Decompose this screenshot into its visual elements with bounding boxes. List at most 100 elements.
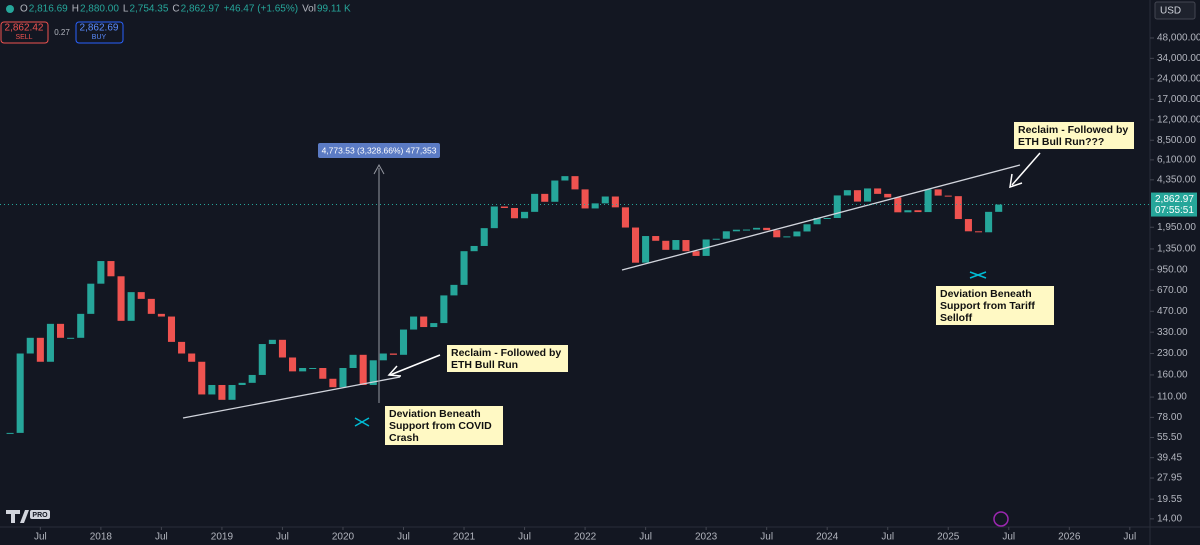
x-tick-label: 2022 xyxy=(574,532,597,543)
x-tick-label: 2025 xyxy=(937,532,960,543)
candle xyxy=(924,189,932,213)
candle xyxy=(369,360,377,385)
candle xyxy=(490,206,498,229)
y-tick-label: 230.00 xyxy=(1157,348,1188,359)
currency-button[interactable] xyxy=(1154,1,1196,20)
candle xyxy=(238,382,246,385)
candle xyxy=(995,204,1003,212)
candle xyxy=(480,228,488,246)
buy-button[interactable] xyxy=(75,21,124,44)
note-text: Reclaim - Followed by xyxy=(451,347,561,359)
y-tick-label: 19.55 xyxy=(1157,494,1182,505)
candle xyxy=(561,176,569,181)
candle xyxy=(6,432,14,434)
candle xyxy=(228,384,236,400)
measure-label: 4,773.53 (3,328.66%) 477,353 xyxy=(322,145,437,155)
candle xyxy=(309,367,317,369)
support-line xyxy=(621,164,1021,271)
candle xyxy=(823,217,831,219)
note-box xyxy=(1014,122,1134,149)
candle xyxy=(944,195,952,197)
candle xyxy=(732,229,740,232)
candle xyxy=(77,313,85,338)
candle xyxy=(450,284,458,296)
y-tick-label: 8,500.00 xyxy=(1157,135,1196,146)
ohlc-key: O xyxy=(20,4,28,15)
candle xyxy=(167,316,176,342)
y-tick-label: 1,950.00 xyxy=(1157,222,1196,233)
candle xyxy=(662,240,670,250)
candle xyxy=(581,189,589,209)
candle xyxy=(26,337,34,354)
x-tick-label: 2019 xyxy=(211,532,234,543)
note-text: Deviation Beneath xyxy=(940,288,1032,300)
candle xyxy=(107,261,115,277)
candle xyxy=(147,298,155,314)
note-text: Selloff xyxy=(940,312,973,324)
note-text: Deviation Beneath xyxy=(389,408,481,420)
candle xyxy=(319,367,327,379)
candle xyxy=(712,238,720,240)
arrow-head xyxy=(387,365,402,377)
y-tick-label: 110.00 xyxy=(1157,392,1187,403)
x-tick-label: 2018 xyxy=(90,532,113,543)
x-tick-label: 2020 xyxy=(332,532,355,543)
candle xyxy=(954,196,962,220)
candle xyxy=(692,251,700,256)
candle xyxy=(964,219,972,232)
ohlc-value: 2,880.00 xyxy=(80,4,119,15)
candle xyxy=(864,188,872,202)
candle xyxy=(642,236,650,263)
y-tick-label: 24,000.00 xyxy=(1157,74,1200,85)
candle xyxy=(208,384,216,395)
note-text: Support from COVID xyxy=(389,420,492,432)
price-tag xyxy=(1151,192,1197,217)
candle xyxy=(339,367,347,388)
candle xyxy=(137,292,145,299)
ohlc-value: 2,816.69 xyxy=(29,4,68,15)
candle xyxy=(541,193,549,202)
x-tick-label: 2023 xyxy=(695,532,718,543)
candle xyxy=(591,203,599,209)
candle xyxy=(157,313,165,317)
candle xyxy=(974,231,983,233)
candle xyxy=(874,188,882,194)
y-tick-label: 950.00 xyxy=(1157,264,1188,275)
candle xyxy=(470,245,478,252)
x-marker xyxy=(354,417,370,427)
logo-mark xyxy=(6,510,29,523)
candle xyxy=(440,295,448,324)
candle xyxy=(672,240,680,250)
spread: 0.27 xyxy=(54,28,70,37)
candle xyxy=(894,197,902,213)
sell-button[interactable] xyxy=(0,21,49,44)
x-tick-label: 2021 xyxy=(453,532,476,543)
candle xyxy=(631,227,640,263)
note-box xyxy=(385,406,503,445)
candle xyxy=(985,211,993,233)
candle xyxy=(521,211,529,219)
candle xyxy=(117,276,125,321)
y-tick-label: 14.00 xyxy=(1157,514,1182,525)
candle xyxy=(420,316,428,328)
status-dot xyxy=(6,5,14,13)
y-tick-label: 12,000.00 xyxy=(1157,115,1200,126)
candle xyxy=(379,353,387,361)
volume-value: 99.11 K xyxy=(317,4,351,15)
candle xyxy=(783,236,791,238)
y-tick-label: 48,000.00 xyxy=(1157,33,1200,44)
y-tick-label: 4,350.00 xyxy=(1157,174,1196,185)
candle xyxy=(551,180,559,202)
note-text: Support from Tariff xyxy=(940,300,1035,312)
change: +46.47 (+1.65%) xyxy=(224,4,299,15)
candle xyxy=(16,353,24,433)
y-tick-label: 27.95 xyxy=(1157,473,1182,484)
buy-price: 2,862.69 xyxy=(80,23,119,34)
note-text: ETH Bull Run xyxy=(451,359,518,371)
candle xyxy=(198,361,206,395)
y-tick-label: 330.00 xyxy=(1157,327,1188,338)
candle xyxy=(97,261,105,284)
event-icon[interactable] xyxy=(993,511,1009,527)
